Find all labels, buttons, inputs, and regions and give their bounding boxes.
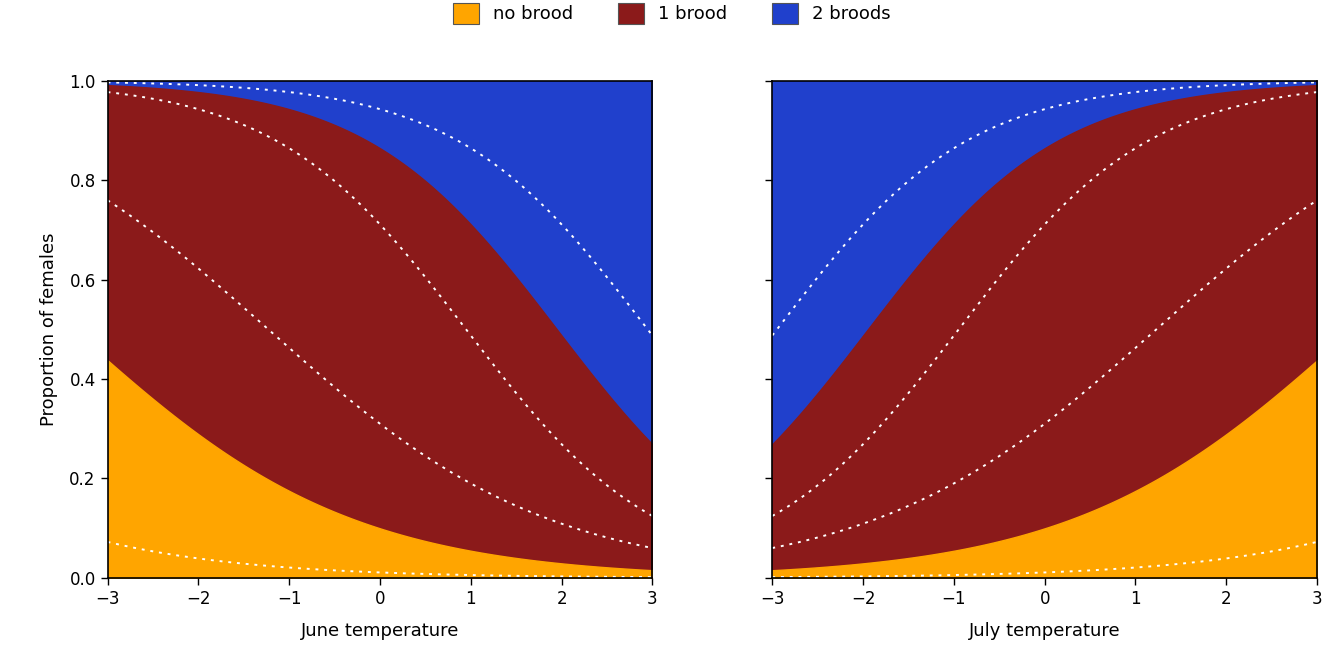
Legend: no brood, 1 brood, 2 broods: no brood, 1 brood, 2 broods (446, 0, 898, 31)
X-axis label: July temperature: July temperature (969, 622, 1121, 640)
X-axis label: June temperature: June temperature (301, 622, 460, 640)
Y-axis label: Proportion of females: Proportion of females (40, 233, 58, 426)
